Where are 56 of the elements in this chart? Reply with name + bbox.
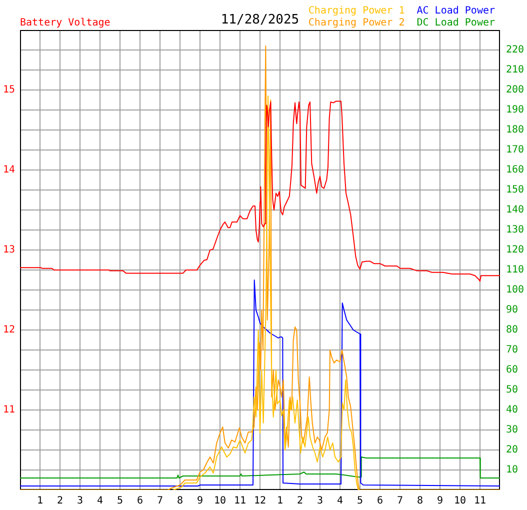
x-tick-label: 2 (56, 496, 64, 507)
y2-tick-label: 40 (506, 404, 518, 416)
y-tick-label: 11 (2, 404, 15, 416)
y-tick-label: 15 (2, 84, 15, 96)
text: Charging Power 2 (308, 18, 405, 29)
x-tick-label: 11 (474, 496, 486, 507)
y2-tick-label: 10 (506, 464, 518, 476)
y-tick-label: 14 (2, 164, 15, 176)
y2-tick-label: 150 (506, 184, 524, 196)
y-tick-label: 13 (2, 244, 15, 256)
x-tick-label: 6 (136, 496, 144, 507)
y2-tick-label: 90 (506, 304, 518, 316)
y2-tick-label: 30 (506, 424, 518, 436)
x-tick-label: 8 (416, 496, 424, 507)
y2-tick-label: 120 (506, 244, 524, 256)
y2-tick-label: 110 (506, 264, 524, 276)
text: AC Load Power (416, 6, 496, 17)
x-tick-label: 10 (454, 496, 466, 507)
x-tick-label: 9 (196, 496, 204, 507)
y-tick-label: 12 (2, 324, 15, 336)
y2-tick-label: 140 (506, 204, 524, 216)
chart-title: 11/28/2025 (220, 12, 300, 28)
y2-tick-label: 130 (506, 224, 524, 236)
y2-tick-label: 170 (506, 144, 524, 156)
x-tick-label: 7 (156, 496, 164, 507)
y2-tick-label: 220 (506, 44, 524, 56)
y2-tick-label: 80 (506, 324, 518, 336)
x-tick-label: 4 (336, 496, 344, 507)
text: Battery Voltage (20, 18, 110, 29)
x-tick-label: 2 (296, 496, 304, 507)
x-tick-label: 1 (36, 496, 44, 507)
x-tick-label: 8 (176, 496, 184, 507)
y2-tick-label: 50 (506, 384, 518, 396)
y2-tick-label: 60 (506, 364, 518, 376)
x-tick-label: 7 (396, 496, 404, 507)
x-tick-label: 3 (76, 496, 84, 507)
x-tick-label: 10 (214, 496, 226, 507)
x-tick-label: 5 (116, 496, 124, 507)
x-tick-label: 5 (356, 496, 364, 507)
y2-tick-label: 20 (506, 444, 518, 456)
x-tick-label: 6 (376, 496, 384, 507)
text: Charging Power 1 (308, 6, 405, 17)
y2-tick-label: 180 (506, 124, 524, 136)
x-tick-label: 11 (234, 496, 246, 507)
x-tick-label: 3 (316, 496, 324, 507)
y2-tick-label: 200 (506, 84, 524, 96)
y2-tick-label: 210 (506, 64, 524, 76)
x-tick-label: 1 (276, 496, 284, 507)
y2-tick-label: 190 (506, 104, 524, 116)
text: DC Load Power (416, 18, 496, 29)
x-tick-label: 4 (96, 496, 104, 507)
y2-tick-label: 160 (506, 164, 524, 176)
y2-tick-label: 100 (506, 284, 524, 296)
x-tick-label: 12 (254, 496, 266, 507)
y2-tick-label: 70 (506, 344, 518, 356)
x-tick-label: 9 (436, 496, 444, 507)
